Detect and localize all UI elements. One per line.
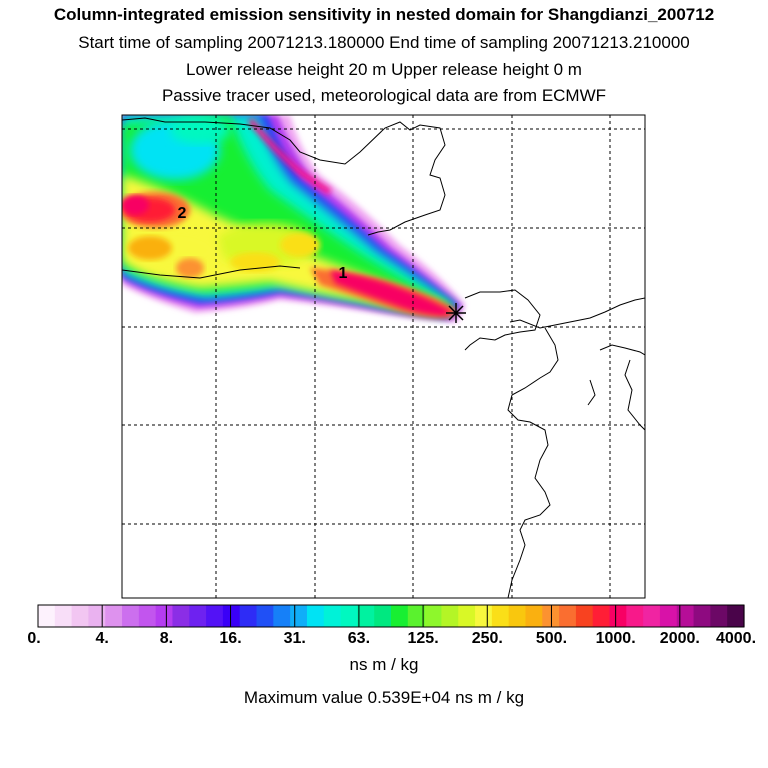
colorbar-cell <box>559 605 577 627</box>
colorbar-cell <box>475 605 493 627</box>
colorbar-cell <box>491 605 510 627</box>
colorbar-cell <box>458 605 476 627</box>
source-label-2: 2 <box>178 205 187 222</box>
colorbar-frame <box>37 604 745 628</box>
colorbar-cell <box>105 605 123 627</box>
colorbar-cell <box>575 605 594 627</box>
colorbar-cell <box>391 605 409 627</box>
colorbar-cell <box>290 605 308 627</box>
colorbar-tick-label: 2000. <box>659 630 700 647</box>
tracer-info: Passive tracer used, meteorological data… <box>161 86 607 105</box>
sensitivity-plume <box>122 115 465 322</box>
colorbar-tick-label: 4000. <box>715 630 757 647</box>
colorbar-cell <box>643 605 661 627</box>
colorbar-dividers <box>101 605 681 627</box>
colorbar-cell <box>172 605 190 627</box>
colorbar-cell <box>710 605 728 627</box>
colorbar-cell <box>54 605 73 627</box>
colorbar-cell <box>256 605 274 627</box>
colorbar-cell <box>138 605 157 627</box>
colorbar-tick-label: 31. <box>283 630 306 647</box>
colorbar-cell <box>407 605 426 627</box>
colorbar-cell <box>676 605 695 627</box>
colorbar-units: ns m / kg <box>349 655 419 674</box>
colorbar-tick-label: 1000. <box>595 630 636 647</box>
colorbar-cell <box>273 605 291 627</box>
colorbar-cell <box>609 605 627 627</box>
colorbar-tick-label: 0. <box>27 630 41 647</box>
colorbar-cell <box>693 605 711 627</box>
colorbar-cell <box>727 605 745 627</box>
source-label-1: 1 <box>339 265 348 282</box>
colorbar-cell <box>88 605 106 627</box>
colorbar-tick-label: 125. <box>407 630 439 647</box>
colorbar-tick-label: 8. <box>159 630 174 647</box>
colorbar-tick-label: 250. <box>471 630 503 647</box>
star-icon <box>446 303 466 323</box>
colorbar-tick-label: 4. <box>95 630 109 647</box>
colorbar-tick-label: 63. <box>347 630 371 647</box>
colorbar-cell <box>357 605 375 627</box>
sampling-times: Start time of sampling 20071213.180000 E… <box>78 33 690 52</box>
colorbar <box>38 605 745 627</box>
colorbar-cell <box>239 605 258 627</box>
colorbar-tick-label: 500. <box>535 630 568 647</box>
release-heights: Lower release height 20 m Upper release … <box>186 60 582 79</box>
colorbar-cell <box>374 605 392 627</box>
colorbar-cell <box>71 605 90 627</box>
colorbar-cell <box>508 605 527 627</box>
colorbar-tick-label: 16. <box>219 630 242 647</box>
coastline <box>122 117 645 598</box>
maximum-value: Maximum value 0.539E+04 ns m / kg <box>243 688 525 707</box>
colorbar-cell <box>441 605 459 627</box>
graticule <box>122 115 645 598</box>
colorbar-cell <box>222 605 241 627</box>
colorbar-tick-labels: 0. 4. 8. 16. 31. 63. 125. 250. 500. 1000. 2000. 400… <box>0 630 768 650</box>
plot-title: Column-integrated emission sensitivity i… <box>53 5 715 24</box>
colorbar-cell <box>38 605 56 627</box>
colorbar-cell <box>306 605 325 627</box>
colorbar-cell <box>323 605 342 627</box>
colorbar-cell <box>592 605 611 627</box>
colorbar-cell <box>626 605 644 627</box>
colorbar-cell <box>424 605 443 627</box>
colorbar-cell <box>122 605 140 627</box>
colorbar-cell <box>659 605 678 627</box>
colorbar-cell <box>155 605 174 627</box>
colorbar-cell <box>340 605 358 627</box>
map-frame <box>121 114 646 599</box>
colorbar-cell <box>206 605 224 627</box>
colorbar-cell <box>525 605 543 627</box>
colorbar-cell <box>189 605 207 627</box>
